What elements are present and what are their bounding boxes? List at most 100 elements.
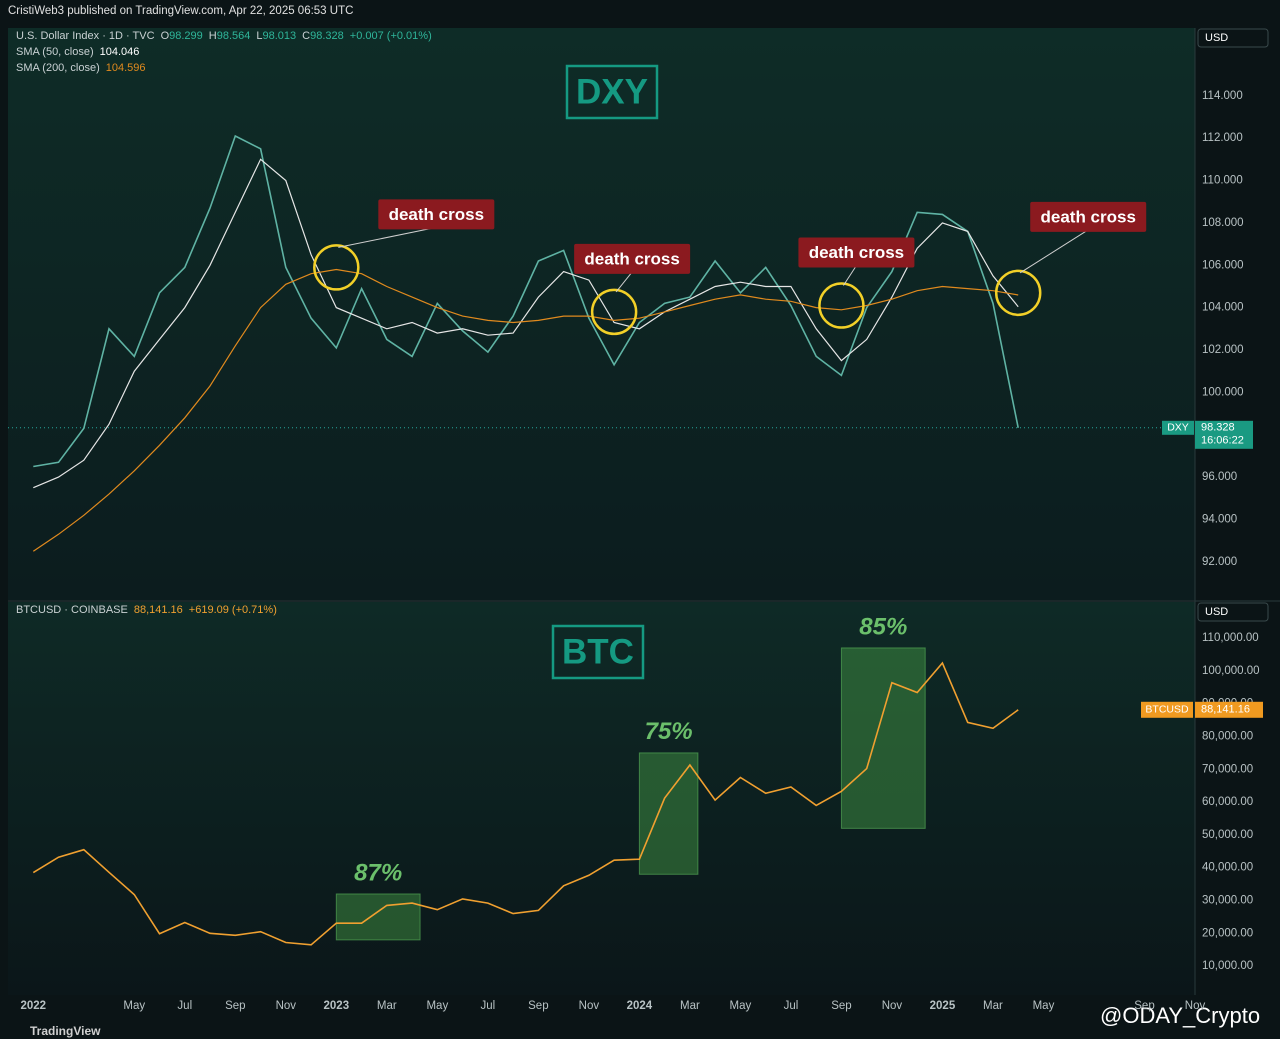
legend-series: U.S. Dollar Index · 1D · TVC	[16, 30, 155, 42]
y-tick-label: 50,000.00	[1202, 829, 1253, 841]
annotation-circle	[590, 288, 638, 336]
ohlc-value: 98.299	[169, 30, 203, 42]
y-tick-label: 40,000.00	[1202, 862, 1253, 874]
y-tick-label: 20,000.00	[1202, 927, 1253, 939]
y-tick-label: 94.000	[1202, 514, 1237, 526]
legend-value: 104.046	[100, 46, 140, 58]
ohlc-label: L	[256, 30, 262, 42]
x-tick-label: 2024	[627, 1000, 653, 1012]
x-tick-label: Sep	[831, 1000, 851, 1012]
y-tick-label: 102.000	[1202, 344, 1244, 356]
x-tick-label: Sep	[528, 1000, 548, 1012]
legend: U.S. Dollar Index · 1D · TVC O98.299 H98.5…	[16, 30, 432, 42]
y-tick-label: 70,000.00	[1202, 763, 1253, 775]
annotation-label: death cross	[389, 205, 484, 224]
annotation-circle	[994, 269, 1042, 317]
price-tag-box	[1162, 420, 1194, 435]
title-box	[551, 624, 645, 680]
x-tick-label: May	[123, 1000, 145, 1012]
legend: SMA (50, close) 104.046	[16, 46, 139, 58]
legend-value: 104.596	[106, 62, 146, 74]
x-tick-label: Jul	[480, 1000, 495, 1012]
highlight-label: 85%	[859, 613, 907, 640]
y-tick-label: 80,000.00	[1202, 731, 1253, 743]
x-tick-label: 2023	[324, 1000, 350, 1012]
annotation-label: death cross	[809, 243, 904, 262]
watermark: @ODAY_Crypto	[1100, 1003, 1260, 1028]
currency: USD	[1205, 606, 1228, 618]
ohlc-value: 98.328	[310, 30, 344, 42]
last-price: 88,141.16	[1201, 704, 1250, 716]
series-line	[33, 134, 1019, 468]
ohlc-label: O	[161, 30, 170, 42]
highlight-box	[840, 647, 926, 829]
legend: SMA (200, close) 104.596	[16, 62, 146, 74]
y-tick-label: 114.000	[1202, 90, 1243, 102]
y-tick-label: 92.000	[1202, 556, 1237, 568]
series-line	[33, 158, 1019, 489]
x-tick-label: Nov	[882, 1000, 903, 1012]
ohlc-label: H	[209, 30, 217, 42]
x-tick-label: 2025	[930, 1000, 956, 1012]
x-tick-label: Nov	[1185, 1000, 1206, 1012]
x-tick-label: May	[730, 1000, 752, 1012]
legend: BTCUSD · COINBASE 88,141.16 +619.09 (+0.71…	[16, 604, 277, 616]
last-price-box	[1195, 420, 1253, 449]
last-price-box	[1195, 701, 1263, 718]
y-tick-label: 106.000	[1202, 259, 1244, 271]
price-tag: DXY	[1167, 422, 1189, 434]
legend-series: BTCUSD · COINBASE	[16, 604, 128, 616]
x-tick-label: Sep	[225, 1000, 245, 1012]
annotation-box	[378, 199, 495, 230]
chart-title: BTC	[562, 632, 634, 671]
highlight-label: 87%	[354, 859, 402, 886]
x-tick-label: Jul	[177, 1000, 192, 1012]
series-line	[32, 268, 1019, 552]
price-tag-box	[1141, 701, 1193, 718]
y-tick-label: 60,000.00	[1202, 796, 1253, 808]
x-tick-label: Nov	[276, 1000, 297, 1012]
currency-box	[1197, 28, 1269, 48]
annotation-label: death cross	[1040, 207, 1135, 226]
y-tick-label: 30,000.00	[1202, 895, 1253, 907]
series-line	[32, 661, 1019, 946]
annotation-label: death cross	[584, 249, 679, 268]
last-price: 98.328	[1201, 422, 1235, 434]
legend-change: +0.007 (+0.01%)	[350, 30, 432, 42]
y-tick-label: 108.000	[1202, 217, 1244, 229]
legend-price: 88,141.16	[134, 604, 183, 616]
annotation-pointer	[1019, 229, 1089, 274]
highlight-label: 75%	[645, 718, 693, 745]
x-tick-label: Mar	[377, 1000, 397, 1012]
last-time: 16:06:22	[1201, 435, 1244, 447]
pane-bg	[8, 28, 1195, 600]
annotation-circle	[818, 282, 865, 329]
brand: TradingView	[30, 1024, 101, 1038]
x-tick-label: Jul	[784, 1000, 799, 1012]
title-box	[565, 64, 659, 120]
currency: USD	[1205, 32, 1228, 44]
x-tick-label: Sep	[1134, 1000, 1154, 1012]
pane-bg	[8, 602, 1195, 995]
legend-series: SMA (200, close)	[16, 62, 100, 74]
currency-box	[1197, 602, 1269, 622]
chart-title: DXY	[576, 72, 648, 111]
legend-series: SMA (50, close)	[16, 46, 94, 58]
annotation-box	[574, 243, 691, 274]
y-tick-label: 110.000	[1202, 175, 1243, 187]
highlight-box	[638, 752, 699, 875]
annotation-circle	[313, 244, 360, 291]
annotation-pointer	[843, 265, 857, 286]
y-tick-label: 100,000.00	[1202, 665, 1260, 677]
publisher: CristiWeb3 published on TradingView.com,…	[8, 5, 353, 17]
y-tick-label: 96.000	[1202, 471, 1237, 483]
x-tick-label: 2022	[20, 1000, 46, 1012]
ohlc-label: C	[302, 30, 310, 42]
x-tick-label: Mar	[680, 1000, 700, 1012]
price-tag: BTCUSD	[1145, 704, 1189, 716]
y-tick-label: 10,000.00	[1202, 960, 1253, 972]
y-tick-label: 104.000	[1202, 302, 1244, 314]
ohlc-value: 98.013	[263, 30, 297, 42]
legend-change: +619.09 (+0.71%)	[189, 604, 277, 616]
